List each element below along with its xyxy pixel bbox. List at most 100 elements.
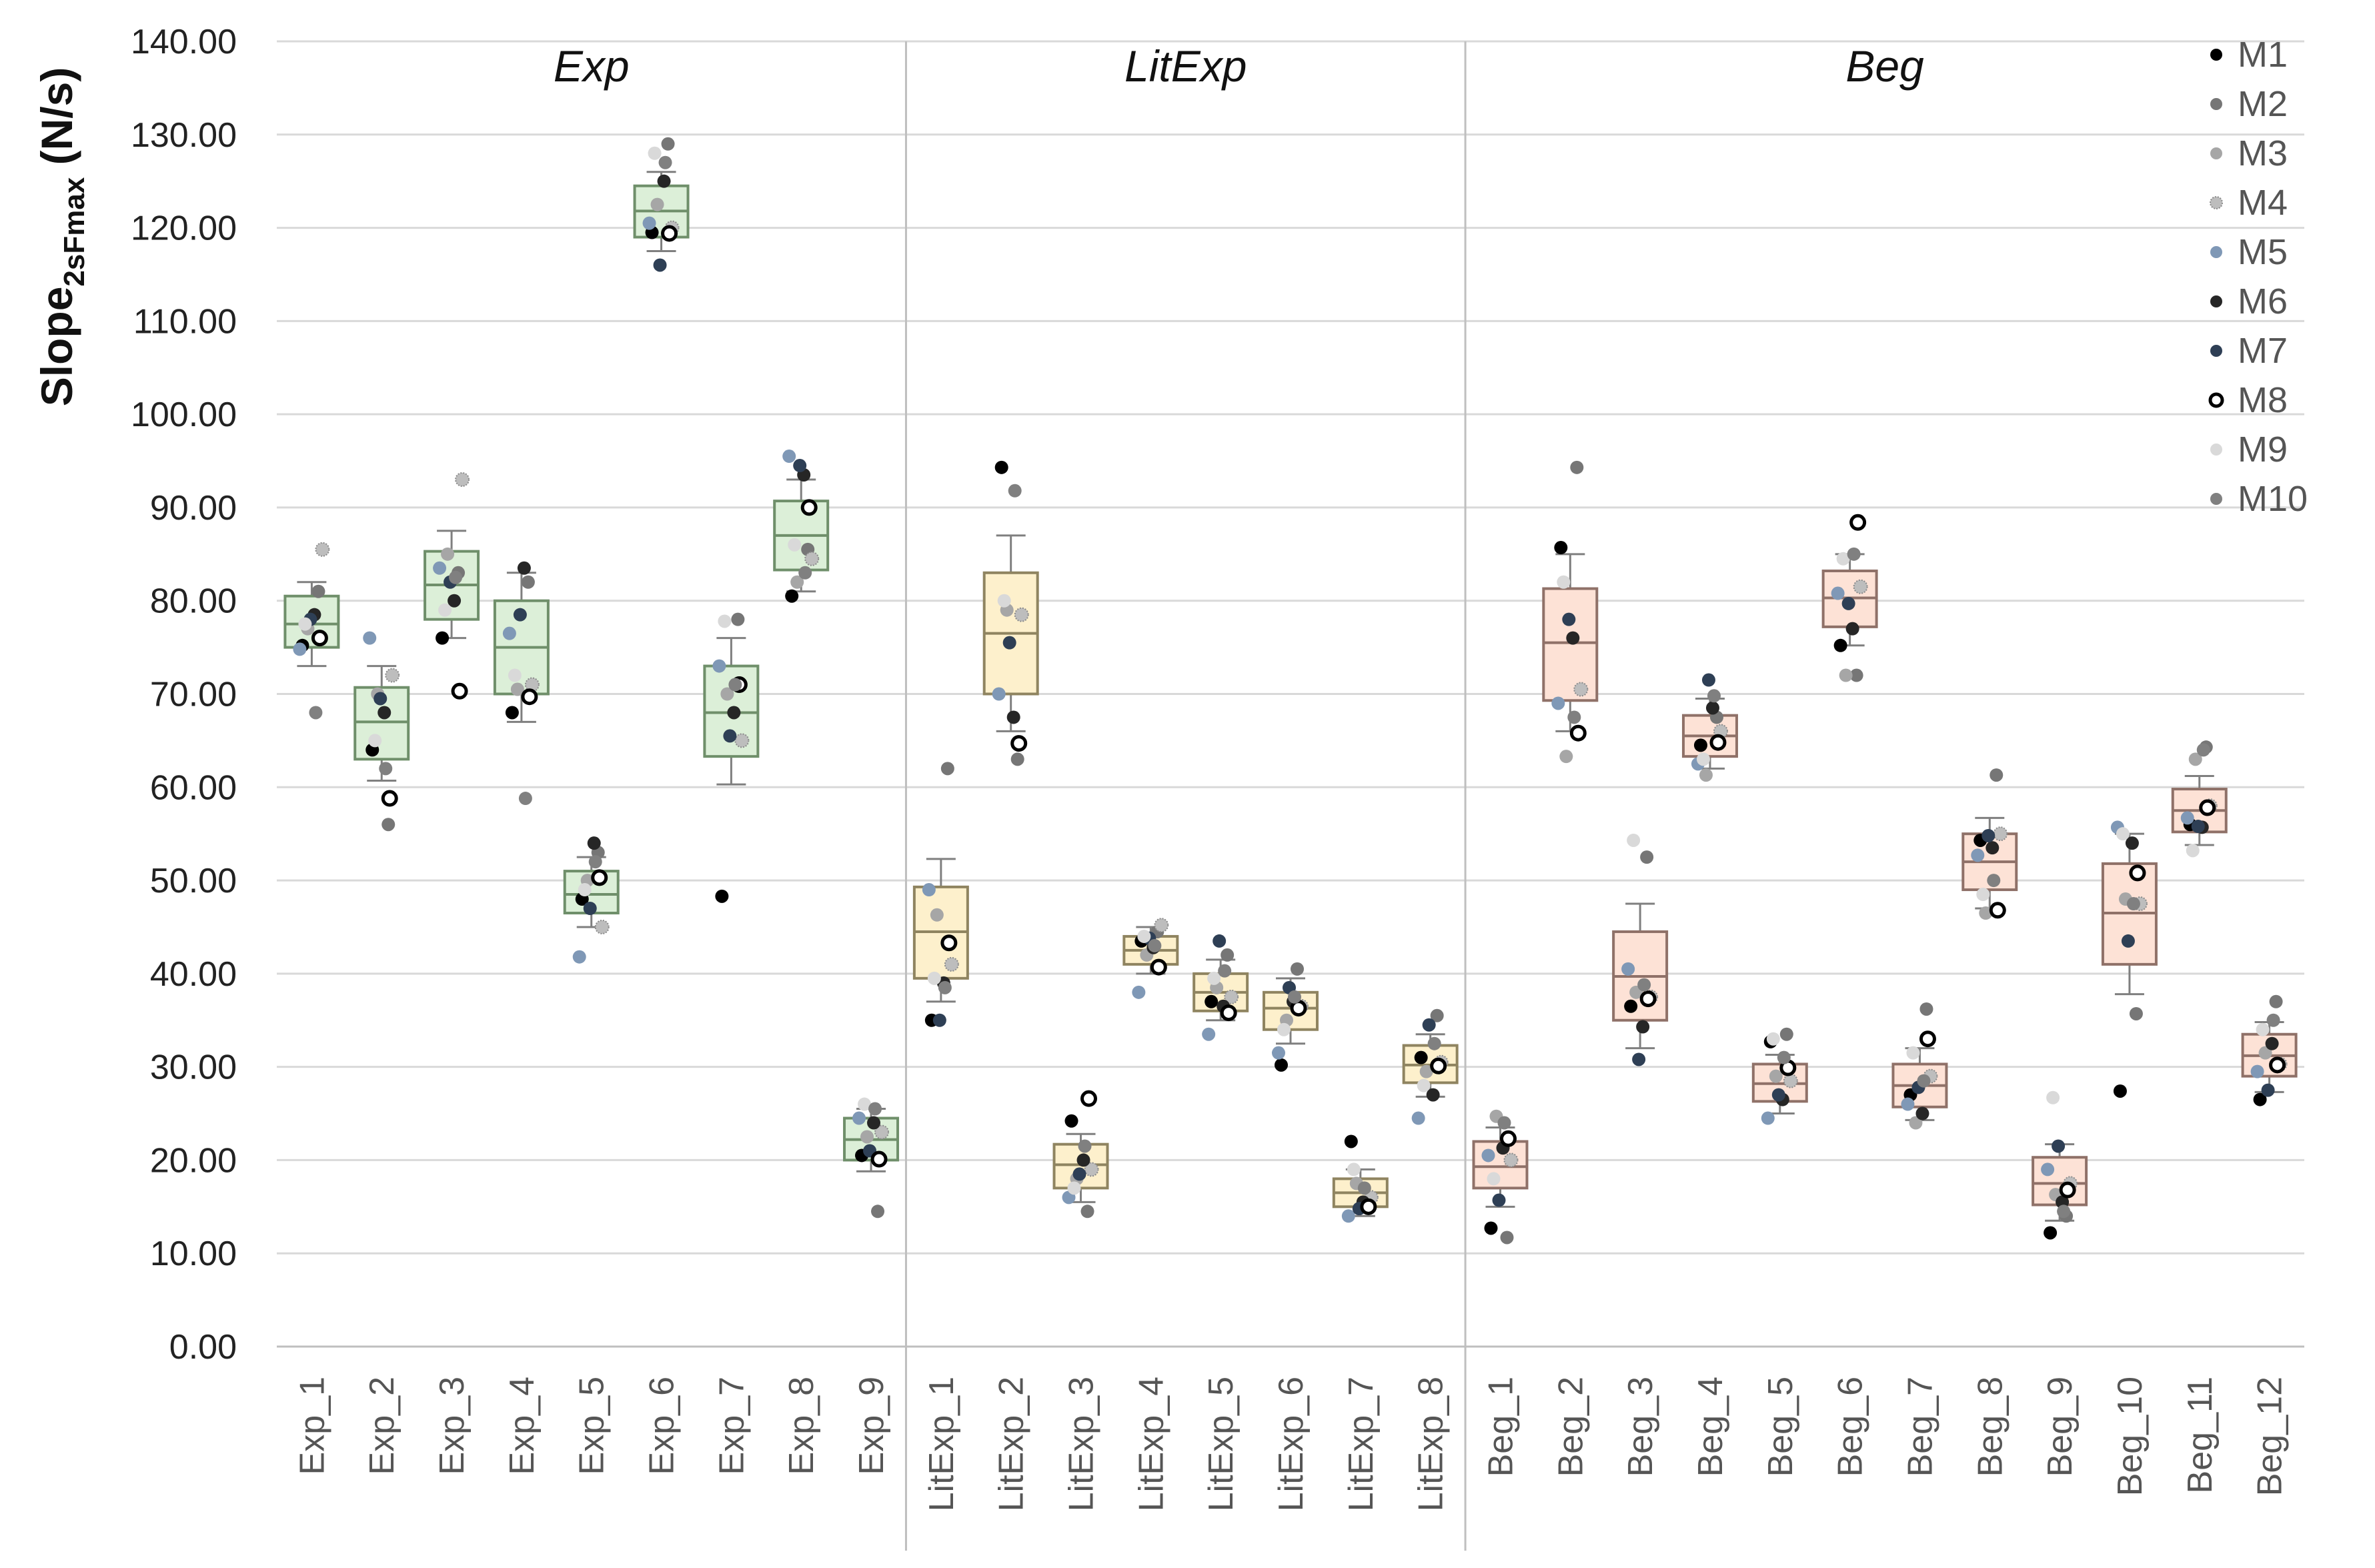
point-m10 bbox=[1567, 710, 1581, 724]
point-m5 bbox=[2180, 811, 2194, 825]
point-m8 bbox=[661, 225, 678, 242]
box-exp-1 bbox=[283, 581, 340, 668]
point-m2 bbox=[1010, 752, 1024, 766]
point-m3 bbox=[2188, 752, 2202, 766]
legend-item-m3: M3 bbox=[2210, 133, 2288, 173]
x-category-label: Beg_2 bbox=[1551, 1377, 1590, 1477]
point-m5 bbox=[2250, 1064, 2264, 1078]
legend-marker bbox=[2210, 98, 2222, 110]
point-m7 bbox=[1213, 934, 1227, 948]
point-m10 bbox=[1357, 1181, 1371, 1195]
point-m6 bbox=[1705, 701, 1719, 715]
point-m2 bbox=[1570, 460, 1584, 474]
point-m9 bbox=[788, 538, 802, 552]
point-m1 bbox=[994, 460, 1008, 474]
point-m3 bbox=[1769, 1069, 1783, 1083]
point-m5 bbox=[1132, 985, 1146, 999]
point-m2 bbox=[1779, 1027, 1793, 1041]
legend-item-m7: M7 bbox=[2210, 331, 2288, 371]
y-tick-label: 100.00 bbox=[131, 396, 237, 434]
x-axis-category-labels: Exp_1 Exp_2 Exp_3 Exp_4 Exp_5 Exp_6 Exp_7 Exp_8… bbox=[293, 1377, 2289, 1511]
x-category-label: LitExp_5 bbox=[1202, 1377, 1241, 1511]
point-m9 bbox=[1487, 1172, 1501, 1186]
point-m7 bbox=[513, 608, 527, 622]
point-m8 bbox=[1499, 1130, 1517, 1147]
point-m10 bbox=[1707, 689, 1721, 703]
point-m3 bbox=[441, 547, 455, 561]
point-m4 bbox=[874, 1124, 890, 1140]
point-m9 bbox=[578, 883, 592, 897]
y-axis-ticks: 0.00 10.00 20.00 30.00 40.00 50.00 60.00 70.00 8… bbox=[131, 23, 237, 1367]
point-m9 bbox=[1766, 1032, 1780, 1046]
x-category-label: LitExp_1 bbox=[922, 1377, 961, 1511]
point-m10 bbox=[868, 1102, 882, 1116]
point-m1 bbox=[1484, 1221, 1498, 1235]
point-m9 bbox=[718, 614, 732, 628]
point-m10 bbox=[1637, 978, 1651, 992]
y-tick-label: 0.00 bbox=[169, 1328, 237, 1367]
x-category-label: Beg_11 bbox=[2181, 1377, 2220, 1493]
point-m10 bbox=[1847, 547, 1861, 561]
point-m7 bbox=[2191, 819, 2205, 833]
point-m6 bbox=[1426, 1088, 1440, 1102]
x-category-label: Exp_3 bbox=[433, 1377, 472, 1475]
x-category-label: Exp_4 bbox=[503, 1377, 542, 1475]
point-m10 bbox=[1288, 990, 1301, 1004]
point-m2 bbox=[2129, 1006, 2143, 1020]
point-m3 bbox=[1909, 1116, 1923, 1130]
y-tick-label: 80.00 bbox=[150, 582, 237, 621]
legend-item-m4: M4 bbox=[2210, 183, 2288, 223]
point-m2 bbox=[731, 612, 745, 626]
point-m4 bbox=[1224, 989, 1239, 1004]
point-m4 bbox=[385, 668, 400, 683]
point-m9 bbox=[1836, 552, 1850, 566]
point-m9 bbox=[1207, 971, 1221, 985]
point-m3 bbox=[860, 1130, 874, 1144]
point-m7 bbox=[1632, 1052, 1646, 1066]
legend-item-m10: M10 bbox=[2210, 479, 2308, 519]
point-m9 bbox=[1417, 1078, 1431, 1092]
point-m4 bbox=[455, 472, 470, 487]
point-m5 bbox=[922, 883, 936, 897]
point-m1 bbox=[1554, 541, 1568, 555]
point-m10 bbox=[1777, 1050, 1791, 1064]
point-m9 bbox=[1137, 929, 1151, 943]
point-m2 bbox=[871, 1205, 885, 1219]
legend-marker bbox=[2208, 392, 2224, 408]
y-tick-label: 40.00 bbox=[150, 955, 237, 994]
point-m1 bbox=[436, 631, 450, 645]
point-m9 bbox=[1627, 833, 1641, 847]
y-tick-label: 10.00 bbox=[150, 1235, 237, 1273]
legend-label: M7 bbox=[2238, 331, 2288, 371]
point-m9 bbox=[2256, 1022, 2270, 1036]
y-tick-label: 140.00 bbox=[131, 23, 237, 61]
point-m5 bbox=[433, 561, 447, 575]
point-m2 bbox=[1080, 1205, 1094, 1219]
point-m2 bbox=[311, 584, 325, 598]
x-category-label: Beg_8 bbox=[1971, 1377, 2010, 1477]
x-category-label: Beg_5 bbox=[1761, 1377, 1800, 1477]
point-m5 bbox=[1901, 1097, 1915, 1111]
point-m10 bbox=[728, 678, 742, 692]
point-m9 bbox=[927, 971, 941, 985]
legend-label: M9 bbox=[2238, 430, 2288, 470]
x-category-label: Exp_2 bbox=[363, 1377, 402, 1475]
point-m1 bbox=[2044, 1226, 2058, 1240]
point-m6 bbox=[448, 594, 462, 608]
legend-marker bbox=[2210, 295, 2222, 307]
x-category-label: Beg_3 bbox=[1621, 1377, 1660, 1477]
point-m8 bbox=[1080, 1090, 1098, 1107]
point-m5 bbox=[1831, 586, 1845, 600]
legend-marker bbox=[2210, 49, 2222, 61]
legend-label: M6 bbox=[2238, 281, 2288, 321]
point-m5 bbox=[1621, 962, 1635, 976]
point-m8 bbox=[521, 688, 538, 706]
box-exp-6 bbox=[633, 171, 690, 253]
point-m7 bbox=[2052, 1139, 2066, 1153]
point-m3 bbox=[1979, 906, 1993, 920]
x-category-label: Beg_7 bbox=[1901, 1377, 1939, 1477]
point-m9 bbox=[1696, 752, 1710, 766]
legend-label: M2 bbox=[2238, 84, 2288, 124]
point-m2 bbox=[661, 137, 675, 151]
legend-marker bbox=[2210, 345, 2222, 357]
